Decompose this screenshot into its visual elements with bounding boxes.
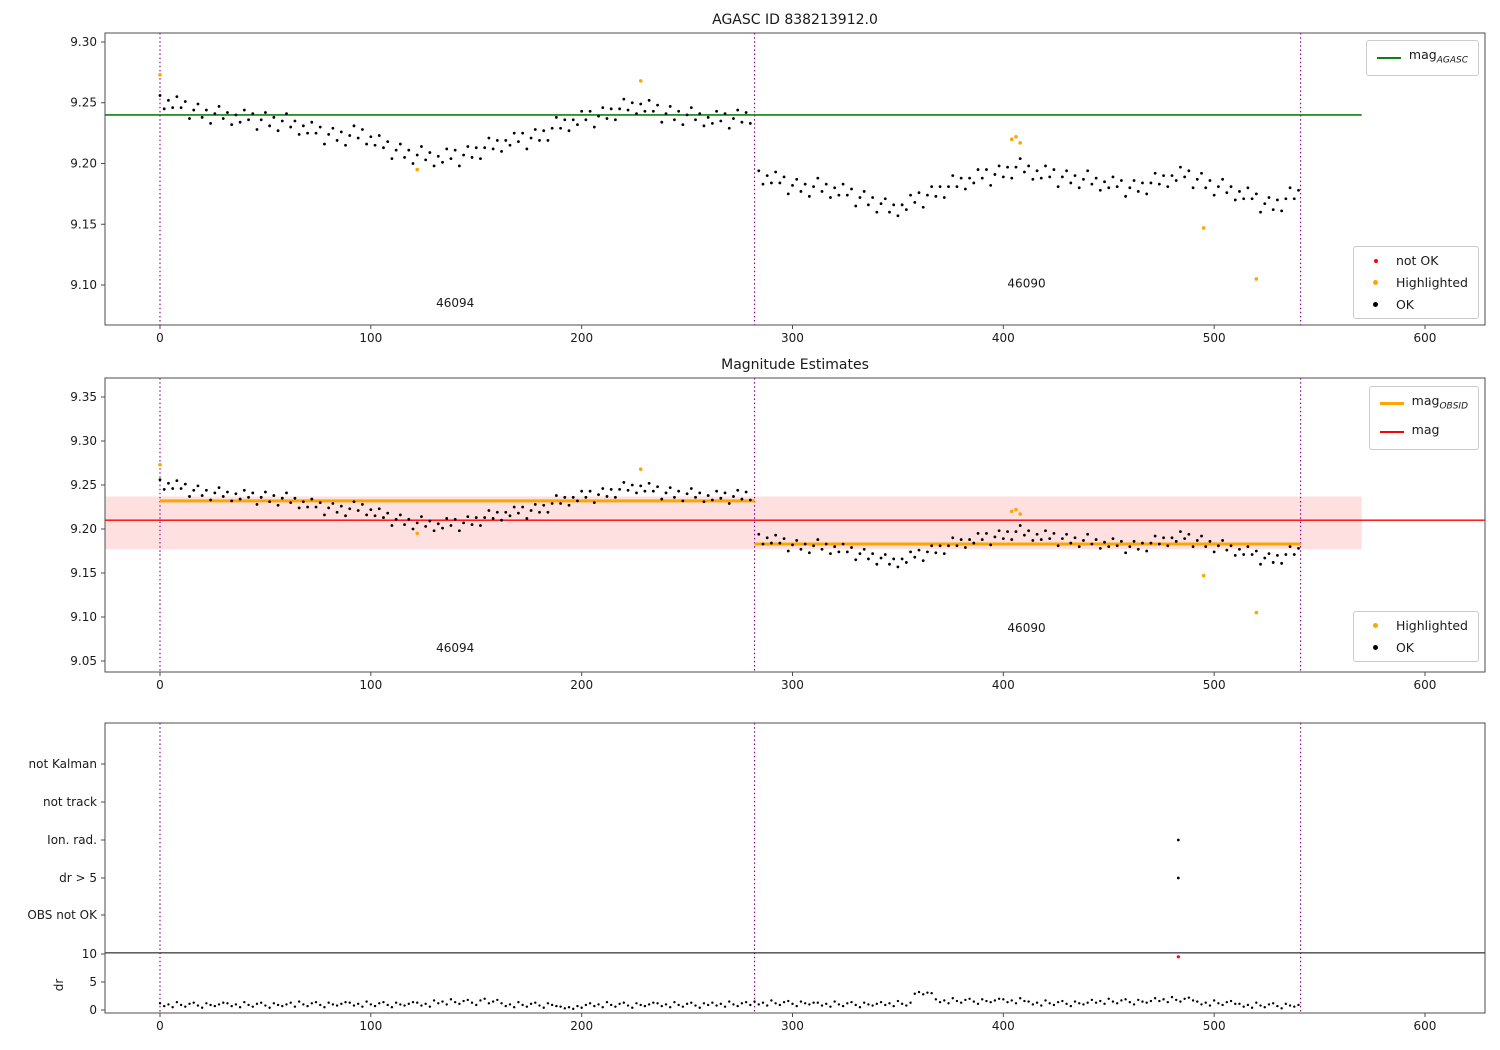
svg-text:Ion. rad.: Ion. rad.: [47, 833, 97, 847]
ok-dot-icon: [1364, 302, 1388, 307]
svg-text:500: 500: [1203, 1019, 1226, 1033]
svg-text:46090: 46090: [1007, 621, 1045, 635]
svg-text:500: 500: [1203, 678, 1226, 692]
svg-text:200: 200: [570, 678, 593, 692]
svg-text:600: 600: [1414, 331, 1437, 345]
svg-text:9.15: 9.15: [70, 217, 97, 231]
svg-text:9.25: 9.25: [70, 478, 97, 492]
legend-label-mag-agasc: magAGASC: [1408, 47, 1468, 66]
svg-text:300: 300: [781, 1019, 804, 1033]
legend-item-mag: mag: [1379, 421, 1468, 445]
svg-text:9.10: 9.10: [70, 610, 97, 624]
svg-text:5: 5: [89, 975, 97, 989]
svg-text:100: 100: [359, 1019, 382, 1033]
legend-plot1-points: not OK Highlighted OK: [1352, 246, 1479, 319]
svg-text:400: 400: [992, 331, 1015, 345]
svg-text:not track: not track: [43, 795, 97, 809]
svg-text:9.35: 9.35: [70, 390, 97, 404]
svg-text:9.25: 9.25: [70, 96, 97, 110]
ok-dot-icon: [1364, 645, 1388, 650]
svg-text:600: 600: [1414, 678, 1437, 692]
legend-label-ok: OK: [1395, 297, 1414, 312]
svg-text:200: 200: [570, 331, 593, 345]
legend-item-highlighted: Highlighted: [1364, 274, 1468, 291]
svg-text:9.05: 9.05: [70, 654, 97, 668]
mag-agasc-line-swatch: [1376, 56, 1401, 59]
mag-obsid-line-swatch: [1379, 402, 1404, 406]
svg-text:OBS not OK: OBS not OK: [27, 908, 98, 922]
svg-text:9.15: 9.15: [70, 566, 97, 580]
svg-text:0: 0: [156, 1019, 164, 1033]
svg-text:0: 0: [156, 331, 164, 345]
svg-text:0: 0: [156, 678, 164, 692]
svg-text:dr > 5: dr > 5: [59, 871, 97, 885]
legend-label-mag: mag: [1411, 421, 1440, 437]
svg-text:9.30: 9.30: [70, 434, 97, 448]
svg-text:46094: 46094: [436, 296, 474, 310]
svg-text:100: 100: [359, 678, 382, 692]
svg-text:100: 100: [359, 331, 382, 345]
svg-text:46090: 46090: [1007, 276, 1045, 290]
svg-text:10: 10: [82, 947, 97, 961]
legend-mag-lines: magOBSID mag: [1368, 386, 1479, 450]
svg-text:300: 300: [781, 678, 804, 692]
legend-item-not-ok: not OK: [1364, 252, 1468, 269]
svg-text:600: 600: [1414, 1019, 1437, 1033]
plot1-title: AGASC ID 838213912.0: [712, 12, 878, 28]
svg-text:9.10: 9.10: [70, 278, 97, 292]
not-ok-dot-icon: [1364, 258, 1388, 263]
legend-label-not-ok: not OK: [1395, 253, 1439, 268]
svg-text:9.20: 9.20: [70, 157, 97, 171]
highlighted-dot-icon: [1364, 280, 1388, 285]
plot2-title: Magnitude Estimates: [721, 357, 869, 373]
svg-text:not Kalman: not Kalman: [29, 757, 97, 771]
highlighted-dot-icon: [1364, 623, 1388, 628]
legend-mag-agasc: magAGASC: [1365, 40, 1479, 76]
svg-text:400: 400: [992, 678, 1015, 692]
svg-text:9.30: 9.30: [70, 35, 97, 49]
svg-text:46094: 46094: [436, 641, 474, 655]
legend-label-ok2: OK: [1395, 640, 1414, 655]
legend-item-ok2: OK: [1364, 639, 1468, 656]
legend-item-mag-agasc: magAGASC: [1376, 46, 1468, 70]
svg-text:300: 300: [781, 331, 804, 345]
svg-text:9.20: 9.20: [70, 522, 97, 536]
svg-text:0: 0: [89, 1003, 97, 1017]
svg-text:500: 500: [1203, 331, 1226, 345]
svg-text:200: 200: [570, 1019, 593, 1033]
mag-line-swatch: [1379, 431, 1404, 434]
legend-item-ok: OK: [1364, 296, 1468, 313]
legend-label-highlighted2: Highlighted: [1395, 618, 1468, 633]
svg-text:400: 400: [992, 1019, 1015, 1033]
legend-label-mag-obsid: magOBSID: [1411, 393, 1468, 412]
svg-text:dr: dr: [52, 979, 66, 992]
legend-plot2-points: Highlighted OK: [1352, 611, 1479, 662]
legend-label-highlighted: Highlighted: [1395, 275, 1468, 290]
legend-item-highlighted2: Highlighted: [1364, 617, 1468, 634]
legend-item-mag-obsid: magOBSID: [1379, 392, 1468, 416]
